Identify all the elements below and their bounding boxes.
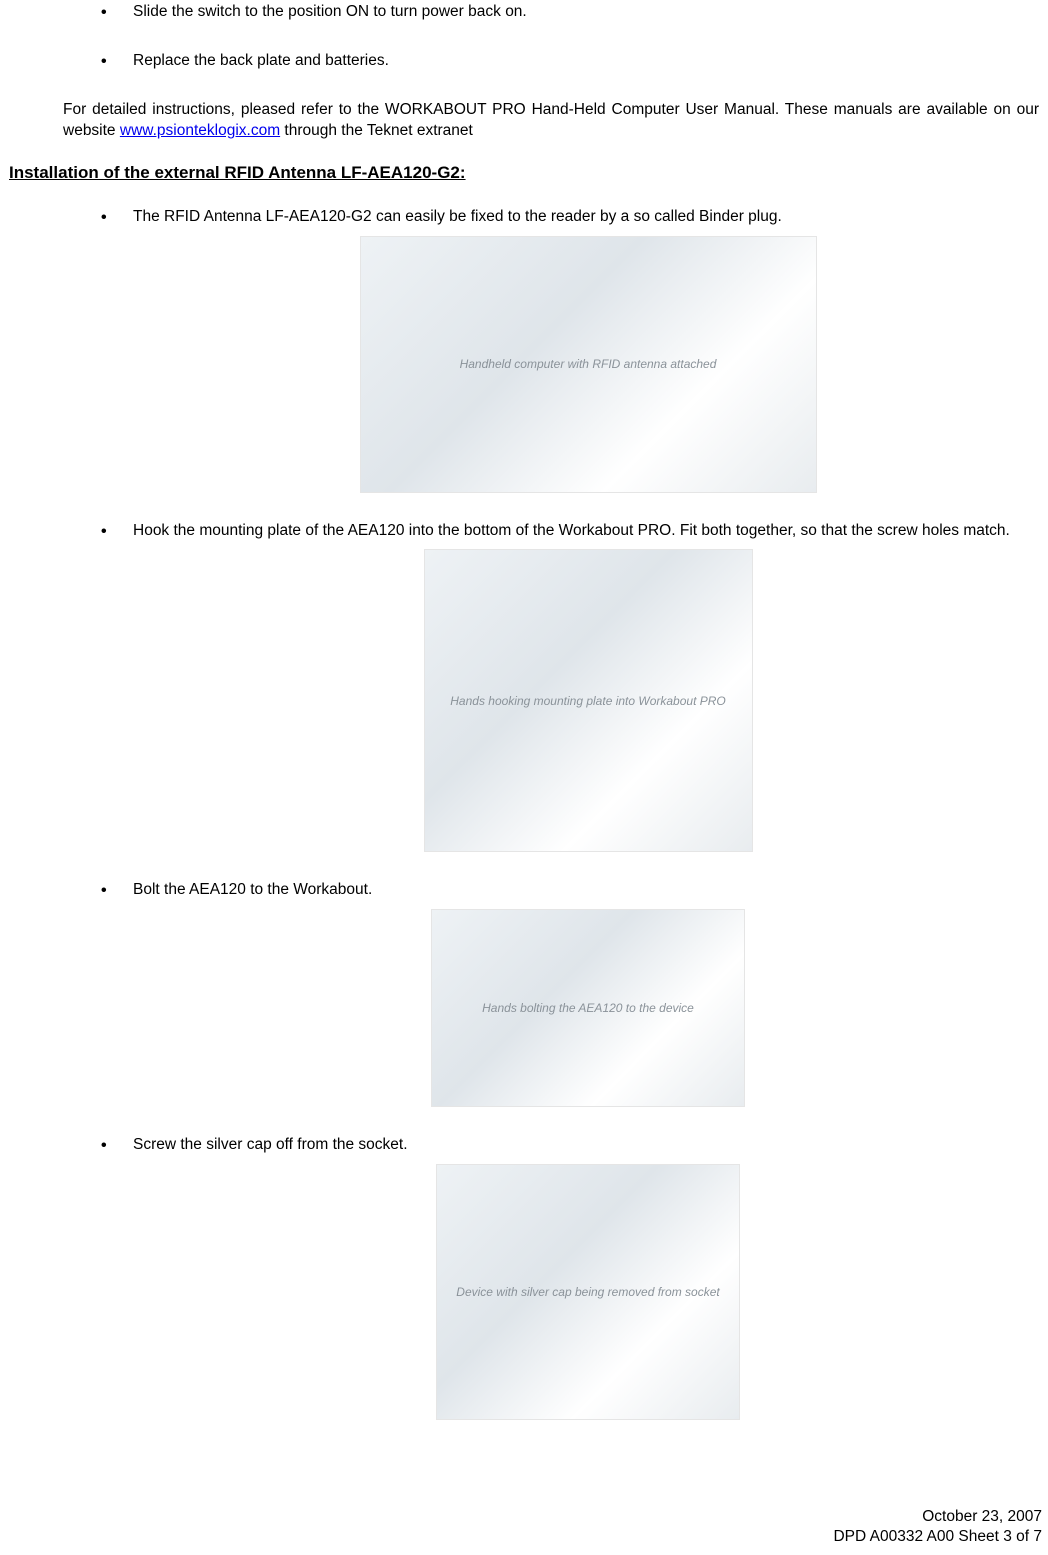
- bullet-text: Slide the switch to the position ON to t…: [133, 3, 527, 20]
- list-item: Screw the silver cap off from the socket…: [101, 1135, 1043, 1420]
- footer-date: October 23, 2007: [833, 1507, 1042, 1527]
- step-text: Hook the mounting plate of the AEA120 in…: [133, 522, 1010, 539]
- figure-alt: Hands hooking mounting plate into Workab…: [450, 693, 726, 709]
- figure-alt: Hands bolting the AEA120 to the device: [482, 1000, 694, 1016]
- steps-list: The RFID Antenna LF-AEA120-G2 can easily…: [5, 207, 1043, 1421]
- figure-silver-cap: Device with silver cap being removed fro…: [436, 1164, 740, 1420]
- page-footer: October 23, 2007 DPD A00332 A00 Sheet 3 …: [833, 1507, 1042, 1547]
- list-item: Slide the switch to the position ON to t…: [101, 2, 1043, 23]
- list-item: Bolt the AEA120 to the Workabout. Hands …: [101, 880, 1043, 1107]
- step-text: Screw the silver cap off from the socket…: [133, 1136, 408, 1153]
- list-item: Hook the mounting plate of the AEA120 in…: [101, 521, 1043, 853]
- list-item: The RFID Antenna LF-AEA120-G2 can easily…: [101, 207, 1043, 493]
- bullet-text: Replace the back plate and batteries.: [133, 52, 389, 69]
- list-item: Replace the back plate and batteries.: [101, 51, 1043, 72]
- section-heading: Installation of the external RFID Antenn…: [9, 162, 1043, 185]
- reference-paragraph: For detailed instructions, pleased refer…: [5, 100, 1043, 142]
- figure-antenna-attached: Handheld computer with RFID antenna atta…: [360, 236, 817, 493]
- step-text: The RFID Antenna LF-AEA120-G2 can easily…: [133, 208, 782, 225]
- figure-bolt: Hands bolting the AEA120 to the device: [431, 909, 745, 1107]
- step-text: Bolt the AEA120 to the Workabout.: [133, 881, 372, 898]
- intro-bullet-list: Slide the switch to the position ON to t…: [5, 2, 1043, 72]
- para-post: through the Teknet extranet: [280, 122, 473, 139]
- page-content: Slide the switch to the position ON to t…: [5, 0, 1043, 1420]
- figure-alt: Handheld computer with RFID antenna atta…: [460, 356, 717, 372]
- figure-alt: Device with silver cap being removed fro…: [456, 1284, 719, 1300]
- footer-docid: DPD A00332 A00 Sheet 3 of 7: [833, 1527, 1042, 1547]
- figure-hook-plate: Hands hooking mounting plate into Workab…: [424, 549, 753, 852]
- website-link[interactable]: www.psionteklogix.com: [120, 122, 280, 139]
